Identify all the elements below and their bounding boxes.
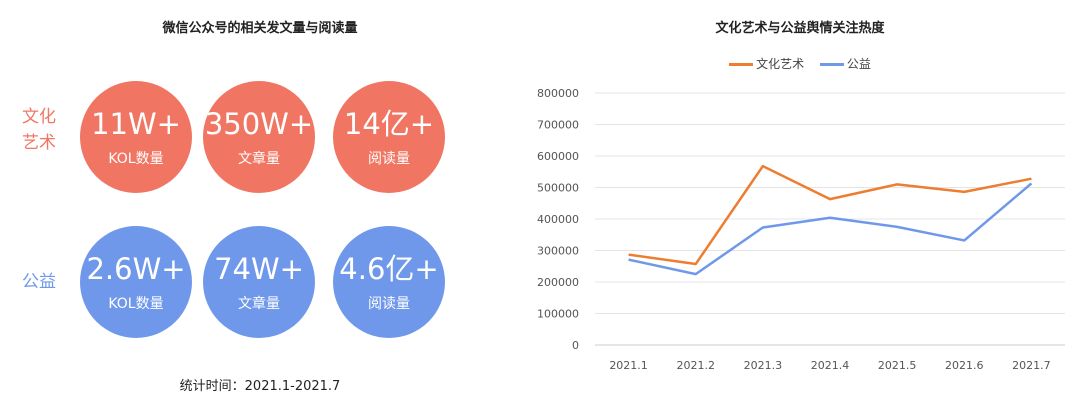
legend-item-culture: 文化艺术	[729, 55, 804, 72]
y-tick-label: 100000	[537, 308, 579, 321]
row-label-culture: 文化 艺术	[19, 104, 59, 156]
y-tick-label: 200000	[537, 276, 579, 289]
stat-caption: 阅读量	[368, 151, 410, 167]
stat-circle-culture-kol: 11W+ KOL数量	[80, 81, 192, 193]
x-tick-label: 2021.5	[878, 359, 917, 372]
stat-caption: 阅读量	[368, 296, 410, 312]
stat-value: 4.6亿+	[339, 252, 439, 286]
row-label-line: 公益	[22, 272, 56, 292]
row-label-line: 艺术	[22, 133, 56, 153]
left-panel: 微信公众号的相关发文量与阅读量 文化 艺术 11W+ KOL数量 350W+ 文…	[0, 0, 520, 415]
stat-circle-charity-articles: 74W+ 文章量	[203, 226, 315, 338]
y-tick-label: 300000	[537, 245, 579, 258]
stat-circle-charity-kol: 2.6W+ KOL数量	[80, 226, 192, 338]
x-tick-label: 2021.1	[609, 359, 648, 372]
series-line-culture	[628, 164, 1032, 266]
y-tick-label: 0	[572, 339, 579, 352]
stat-caption: KOL数量	[108, 296, 164, 312]
stat-caption: 文章量	[238, 296, 280, 312]
chart-legend: 文化艺术 公益	[520, 55, 1080, 72]
x-tick-label: 2021.2	[676, 359, 715, 372]
stat-value: 11W+	[91, 107, 181, 141]
legend-label: 公益	[846, 57, 871, 71]
legend-item-charity: 公益	[819, 55, 871, 72]
x-tick-label: 2021.4	[811, 359, 850, 372]
stat-caption: KOL数量	[108, 151, 164, 167]
stat-value: 350W+	[204, 107, 314, 141]
y-tick-label: 500000	[537, 182, 579, 195]
chart-title: 文化艺术与公益舆情关注热度	[715, 21, 885, 36]
stat-value: 2.6W+	[86, 252, 186, 286]
legend-swatch	[819, 63, 844, 66]
legend-label: 文化艺术	[756, 57, 805, 71]
x-tick-label: 2021.7	[1012, 359, 1050, 372]
x-tick-label: 2021.6	[945, 359, 984, 372]
line-chart: 0 100000 200000 300000 400000 500000 600000 700…	[537, 87, 1065, 372]
y-tick-label: 800000	[537, 87, 579, 100]
legend-swatch	[729, 63, 754, 66]
stat-value: 14亿+	[343, 107, 435, 141]
series-line-charity	[628, 182, 1033, 276]
x-tick-label: 2021.3	[744, 359, 783, 372]
y-tick-label: 400000	[537, 213, 579, 226]
row-label-line: 文化	[22, 107, 56, 127]
left-title: 微信公众号的相关发文量与阅读量	[162, 21, 358, 36]
y-tick-label: 600000	[537, 150, 579, 163]
stat-circle-charity-reads: 4.6亿+ 阅读量	[333, 226, 445, 338]
footnote: 统计时间：2021.1-2021.7	[179, 379, 341, 394]
stat-caption: 文章量	[238, 151, 280, 167]
row-label-charity: 公益	[19, 269, 59, 295]
stat-circle-culture-reads: 14亿+ 阅读量	[333, 81, 445, 193]
stat-circle-culture-articles: 350W+ 文章量	[203, 81, 315, 193]
stat-value: 74W+	[214, 252, 304, 286]
right-panel: 文化艺术与公益舆情关注热度 文化艺术 公益 0 100000 200000 30000…	[520, 0, 1080, 415]
y-tick-label: 700000	[537, 119, 579, 132]
